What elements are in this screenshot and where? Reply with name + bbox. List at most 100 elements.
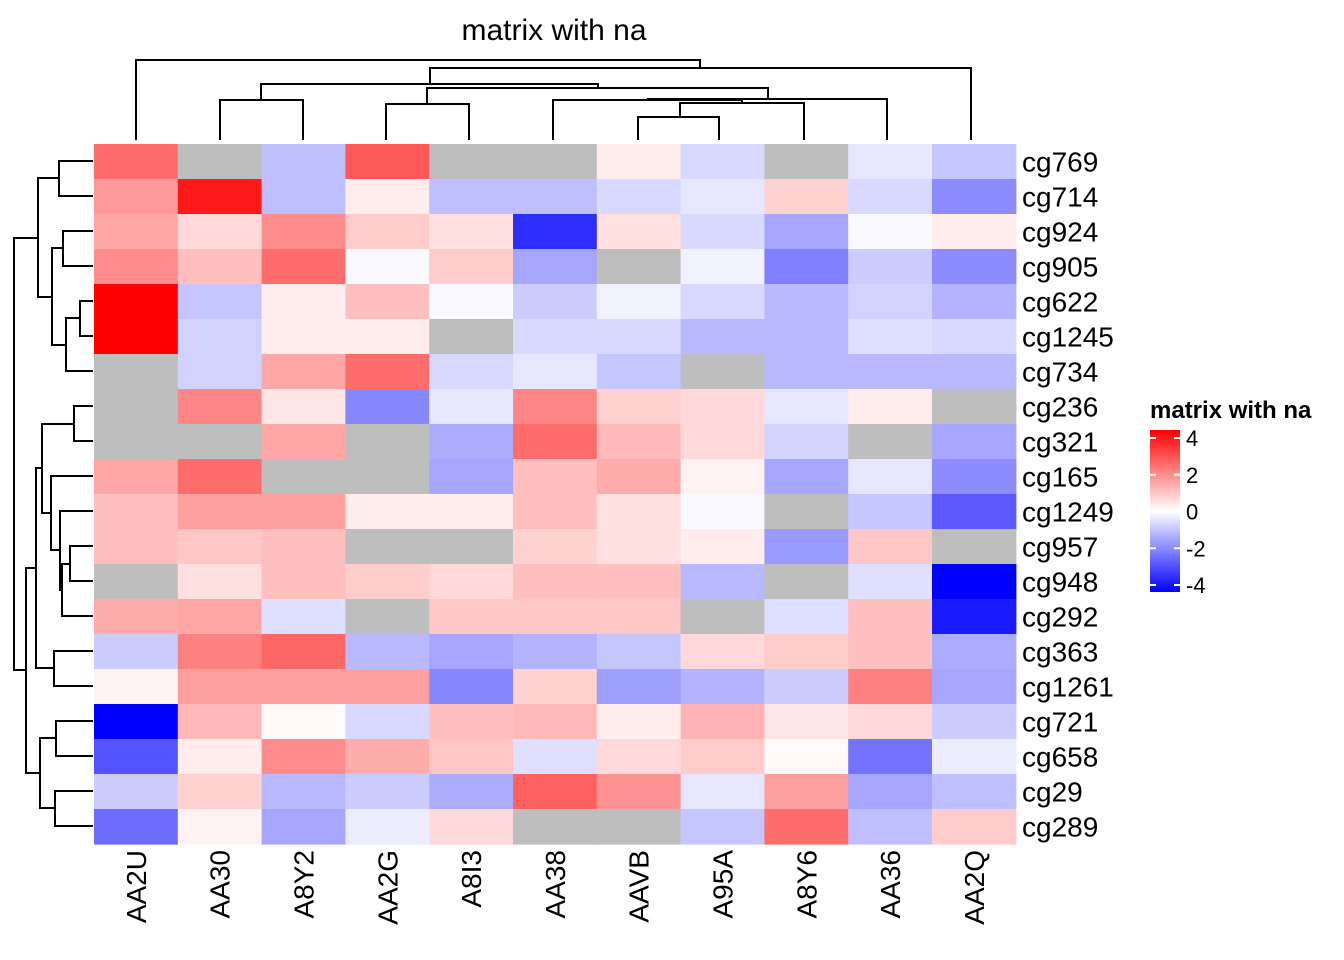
heatmap-cell [345, 249, 430, 285]
row-label: cg734 [1022, 357, 1098, 388]
heatmap-cell [345, 424, 430, 460]
row-label: cg721 [1022, 707, 1098, 738]
heatmap-cell [513, 739, 598, 775]
heatmap-cell [764, 704, 849, 740]
heatmap-cell [177, 424, 263, 460]
row-label: cg165 [1022, 462, 1098, 493]
heatmap-cell [429, 774, 514, 810]
heatmap-cell [848, 179, 933, 215]
heatmap-cell [177, 459, 263, 495]
heatmap-cell [680, 179, 765, 215]
column-label: A8I3 [456, 850, 487, 908]
heatmap-cell [513, 564, 598, 600]
heatmap-cell [345, 634, 430, 670]
heatmap-cell [848, 319, 933, 355]
heatmap-cell [94, 354, 179, 390]
heatmap-cell [177, 564, 263, 600]
heatmap-cell [932, 494, 1017, 530]
column-label: AA36 [875, 850, 906, 919]
heatmap-cell [177, 529, 263, 565]
heatmap-cell [513, 459, 598, 495]
heatmap-cell [261, 179, 346, 215]
legend-title: matrix with na [1150, 397, 1312, 424]
heatmap-cell [764, 424, 849, 460]
heatmap-cell [261, 529, 346, 565]
heatmap-cell [177, 809, 263, 845]
heatmap-cell [345, 809, 430, 845]
heatmap-cell [513, 144, 598, 180]
heatmap-cell [345, 669, 430, 705]
heatmap-cell [680, 249, 765, 285]
heatmap-cell [261, 144, 346, 180]
heatmap-cell [94, 704, 179, 740]
heatmap-cell [680, 634, 765, 670]
heatmap-cell [932, 179, 1017, 215]
heatmap-cell [429, 704, 514, 740]
heatmap-cell [680, 529, 765, 565]
heatmap-cell [848, 774, 933, 810]
heatmap-cell [429, 529, 514, 565]
heatmap-cell [261, 599, 346, 635]
heatmap-cell [177, 214, 263, 250]
heatmap-cell [764, 144, 849, 180]
heatmap-cell [513, 249, 598, 285]
legend-tick-label: 0 [1186, 500, 1198, 525]
heatmap-cell [848, 564, 933, 600]
heatmap-cell [345, 284, 430, 320]
column-labels: AA2U AA30 A8Y2 AA2G A8I3 AA38 AAVB A95A A8Y6 AA36… [121, 850, 990, 925]
heatmap-cell [429, 354, 514, 390]
heatmap-cell [345, 599, 430, 635]
heatmap-cell [177, 774, 263, 810]
row-label: cg1261 [1022, 672, 1114, 703]
row-label: cg658 [1022, 742, 1098, 773]
heatmap-cell [596, 179, 682, 215]
heatmap-cell [345, 179, 430, 215]
heatmap-cell [261, 319, 346, 355]
column-label: AA2U [121, 850, 152, 923]
heatmap-cell [680, 144, 765, 180]
heatmap-cell [429, 179, 514, 215]
row-label: cg1249 [1022, 497, 1114, 528]
heatmap-cell [94, 319, 179, 355]
heatmap-cell [429, 809, 514, 845]
heatmap-cell [513, 354, 598, 390]
heatmap-cell [429, 494, 514, 530]
heatmap-cell [429, 284, 514, 320]
heatmap-cell [261, 564, 346, 600]
heatmap-cell [345, 494, 430, 530]
heatmap-cell [680, 599, 765, 635]
heatmap-cell [596, 669, 682, 705]
heatmap-cell [764, 529, 849, 565]
heatmap-cell [429, 144, 514, 180]
heatmap-cell [177, 249, 263, 285]
heatmap-cell [429, 249, 514, 285]
heatmap-cell [680, 354, 765, 390]
heatmap-cell [764, 354, 849, 390]
heatmap-cell [932, 529, 1017, 565]
heatmap-cell [94, 669, 179, 705]
heatmap-cell [932, 459, 1017, 495]
heatmap-cell [932, 634, 1017, 670]
heatmap-cell [261, 214, 346, 250]
heatmap-cell [94, 774, 179, 810]
heatmap-cell [513, 704, 598, 740]
heatmap-cell [764, 214, 849, 250]
heatmap-cell [345, 319, 430, 355]
heatmap-cell [429, 389, 514, 425]
heatmap-cell [429, 564, 514, 600]
row-label: cg948 [1022, 567, 1098, 598]
heatmap-cell [848, 739, 933, 775]
heatmap-cell [680, 424, 765, 460]
heatmap-cell [94, 634, 179, 670]
heatmap-cell [429, 634, 514, 670]
legend-tick-label: 4 [1186, 426, 1198, 451]
heatmap-cell [680, 389, 765, 425]
heatmap-cell [345, 459, 430, 495]
heatmap-cell [177, 494, 263, 530]
row-label: cg289 [1022, 812, 1098, 843]
heatmap-cell [345, 389, 430, 425]
heatmap-cell [596, 704, 682, 740]
heatmap-cell [932, 249, 1017, 285]
heatmap-cell [513, 634, 598, 670]
heatmap-cell [848, 424, 933, 460]
